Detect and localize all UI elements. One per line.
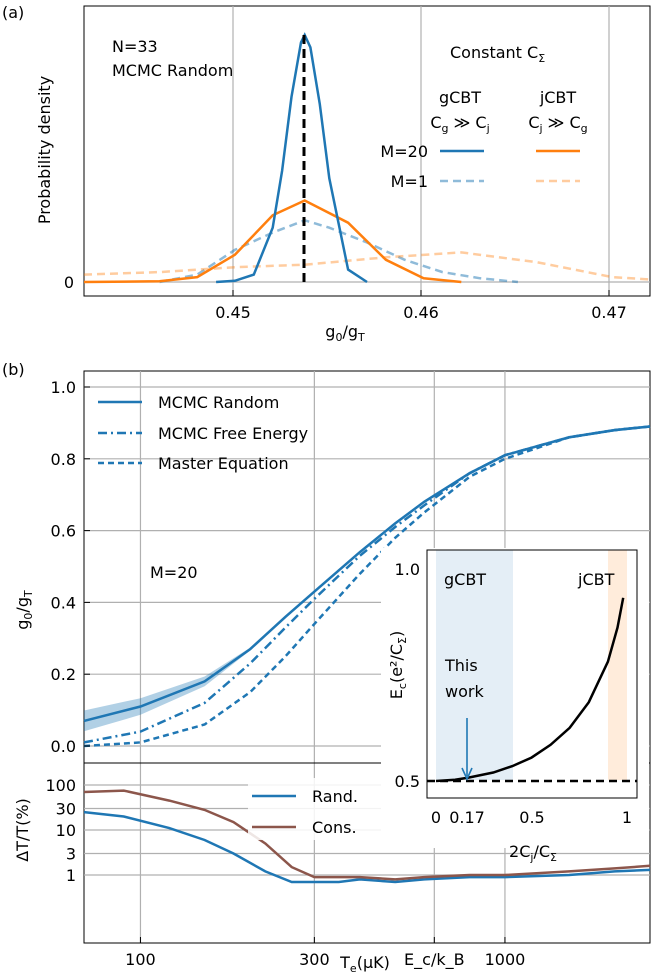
ytick-b-1: 0.2 [51,665,76,684]
xtick-a-2: 0.47 [591,303,627,322]
row-m1: M=1 [391,172,428,191]
ylabel-a: Probability density [35,76,54,224]
xlabel-b: Te(μK) [339,953,390,975]
mcmc-random-uncertainty-band [84,425,650,732]
curve-a-1 [83,199,462,284]
inset-annotation-1: This [444,656,478,675]
panel-a-curves [83,32,651,284]
curve-b-2 [83,425,651,748]
lower-curves [83,789,651,884]
panel-a-frame [83,5,651,297]
xtick-b-0: 100 [125,950,156,969]
annotation-m20: M=20 [150,563,198,582]
ytick-b-4: 0.8 [51,450,76,469]
row-m20: M=20 [380,142,428,161]
ytick-b-5: 1.0 [51,378,76,397]
col-jcbt: jCBT [539,88,577,107]
inset-frame [426,549,638,799]
panel-b-curves [83,425,651,748]
legend-master: Master Equation [158,454,289,473]
ytick-lower-0: 1 [66,866,76,885]
panel-b-xticks: 100 300 E_c/k_B 1000 [125,937,525,970]
curve-a-2 [159,218,519,284]
inset-xtick-1: 0.17 [449,808,485,827]
inset-xtick-2: 0.5 [519,808,544,827]
inset-ytick-0: 0.5 [395,772,420,791]
inset-xlabel: 2Cj/CΣ [509,842,557,864]
xtick-b-2: E_c/k_B [404,950,465,970]
inset-label-gcbt: gCBT [444,570,486,589]
curve-a-0 [216,32,368,284]
col-gcbt-cond: Cg ≫ Cj [430,113,489,135]
xtick-b-3: 1000 [485,950,526,969]
ytick-b-2: 0.4 [51,593,76,612]
ytick-lower-1: 3 [66,845,76,864]
inset-ytick-1: 1.0 [395,560,420,579]
col-gcbt: gCBT [439,88,481,107]
xtick-a-0: 0.45 [215,303,251,322]
inset-ylabel: Ec(e²/CΣ) [387,631,409,699]
curve-a-3 [83,251,651,281]
ylabel-b: g0/gT [13,590,35,630]
col-jcbt-cond: Cj ≫ Cg [528,113,587,135]
text-n: N=33 [112,37,158,56]
xtick-a-1: 0.46 [403,303,439,322]
xtick-b-1: 300 [299,950,330,969]
lower-legend-box [248,778,384,840]
ytick-lower-4: 100 [45,776,76,795]
panel-b: (b) 0.0 0.2 0.4 0.6 0.8 1.0 g0/gT M=20 MCMC R… [2,360,651,975]
legend-random: MCMC Random [158,393,279,412]
panel-a: (a) 0.45 0.46 0.47 0 g0/gT Probability d… [2,3,651,344]
legend-free-energy: MCMC Free Energy [158,424,308,443]
curve-lower-0 [83,810,651,884]
curve-lower-1 [83,789,651,881]
ytick-a-0: 0 [64,273,74,292]
inset: gCBT jCBT This work 1.0 0.5 Ec(e²/CΣ) 0 … [381,548,649,864]
inset-arrow-head [461,767,473,781]
xlabel-a: g0/gT [325,322,365,344]
panel-b-label: (b) [2,360,25,379]
ytick-b-3: 0.6 [51,522,76,541]
inset-xtick-0: 0 [431,808,441,827]
legend-title: Constant CΣ [450,43,545,65]
ylabel-lower: ΔT/T(%) [13,798,32,862]
inset-xtick-3: 1 [622,808,632,827]
inset-label-jcbt: jCBT [577,570,615,589]
ytick-b-0: 0.0 [51,737,76,756]
text-method: MCMC Random [112,61,233,80]
legend-rand: Rand. [312,787,358,806]
legend-cons: Cons. [312,818,357,837]
ytick-lower-2: 10 [56,821,76,840]
inset-region-gcbt [436,550,513,780]
lower-yticks: 1 3 10 30 100 [45,776,76,885]
panel-a-label: (a) [2,3,24,22]
panel-b-yticks: 0.0 0.2 0.4 0.6 0.8 1.0 [51,378,90,756]
ytick-lower-3: 30 [56,800,76,819]
inset-annotation-2: work [445,682,484,701]
